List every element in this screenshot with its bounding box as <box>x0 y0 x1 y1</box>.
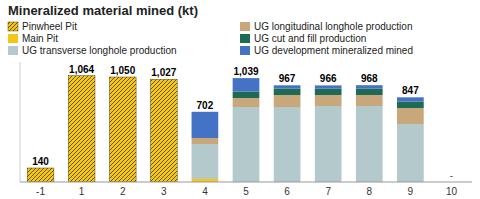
x-tick-label: 1 <box>79 186 85 197</box>
bar-segment <box>27 168 54 182</box>
bar-segment <box>150 79 177 80</box>
bar-segment <box>150 79 177 80</box>
bar-segment <box>27 168 54 169</box>
bar-segment <box>68 75 95 76</box>
x-tick-label: 5 <box>243 186 249 197</box>
total-label: 702 <box>197 100 214 111</box>
total-label: 968 <box>361 73 378 84</box>
bar-segment <box>27 168 54 169</box>
bar-segment <box>109 77 136 78</box>
bar-segment <box>274 107 301 182</box>
bar-segment <box>233 92 260 99</box>
x-tick-label: 6 <box>284 186 290 197</box>
total-label: 1,039 <box>233 66 258 77</box>
bar-segment <box>233 107 260 182</box>
bar-segment <box>27 168 54 169</box>
total-label: 966 <box>320 73 337 84</box>
bar-segment <box>315 95 342 106</box>
x-tick-label: 4 <box>202 186 208 197</box>
legend-swatch <box>8 46 18 55</box>
chart: Mineralized material mined (kt) Pinwheel … <box>0 0 480 199</box>
bar-segment <box>397 102 424 109</box>
total-label: 1,027 <box>151 67 176 78</box>
bar-segment <box>192 112 219 138</box>
bar-segment <box>315 85 342 88</box>
y-axis-line <box>20 62 21 182</box>
bar-segment <box>274 85 301 88</box>
x-tick-label: 10 <box>446 186 458 197</box>
total-label: 140 <box>32 156 49 167</box>
x-tick-label: 9 <box>408 186 414 197</box>
bar-segment <box>150 79 177 80</box>
bar-segment <box>192 144 219 179</box>
legend-label: Pinwheel Pit <box>22 21 77 32</box>
bar-segment <box>274 95 301 107</box>
bar-segment <box>109 77 136 78</box>
total-label: 847 <box>402 85 419 96</box>
x-tick-label: 3 <box>161 186 167 197</box>
bar-segment <box>356 106 383 182</box>
bar-segment <box>150 79 177 80</box>
legend-label: UG cut and fill production <box>254 33 366 44</box>
x-tick-label: -1 <box>36 186 45 197</box>
bar-segment <box>68 75 95 76</box>
bar-segment <box>68 75 95 76</box>
legend-label: Main Pit <box>22 33 58 44</box>
bar-segment <box>274 89 301 96</box>
bar-segment <box>397 97 424 101</box>
bar-segment <box>109 77 136 78</box>
legend-swatch <box>240 22 250 31</box>
total-label: 1,050 <box>110 65 135 76</box>
bar-segment <box>150 79 177 182</box>
bar-segment <box>397 124 424 182</box>
legend-swatch <box>240 34 250 43</box>
bar-segment <box>356 95 383 106</box>
x-tick-label: 8 <box>366 186 372 197</box>
bar-segment <box>315 89 342 96</box>
bar-segment <box>68 75 95 76</box>
total-label: 967 <box>279 73 296 84</box>
x-tick-label: 2 <box>120 186 126 197</box>
bar-segment <box>109 77 136 182</box>
total-label: 1,064 <box>69 64 94 75</box>
baseline <box>20 182 472 183</box>
bar-segment <box>315 106 342 182</box>
legend-label: UG development mineralized mined <box>254 45 413 56</box>
chart-title: Mineralized material mined (kt) <box>8 3 198 18</box>
bar-segment <box>356 85 383 88</box>
bar-segment <box>356 89 383 96</box>
bar-segment <box>397 108 424 124</box>
legend-swatch <box>8 34 18 43</box>
bar-segment <box>27 168 54 169</box>
bar-segment <box>192 138 219 144</box>
legend-label: UG transverse longhole production <box>22 45 177 56</box>
bars <box>27 76 424 182</box>
legend: Pinwheel PitMain PitUG transverse longho… <box>8 21 413 56</box>
bar-segment <box>109 77 136 78</box>
total-label: - <box>450 170 453 181</box>
legend-swatch <box>240 46 250 55</box>
bar-segment <box>150 79 177 80</box>
legend-swatch <box>8 22 18 31</box>
bar-segment <box>233 78 260 91</box>
bar-segment <box>68 76 95 182</box>
x-tick-label: 7 <box>325 186 331 197</box>
bar-segment <box>27 168 54 169</box>
bar-segment <box>233 98 260 107</box>
legend-label: UG longitudinal longhole production <box>254 21 412 32</box>
bar-segment <box>109 77 136 78</box>
bar-segment <box>68 75 95 76</box>
